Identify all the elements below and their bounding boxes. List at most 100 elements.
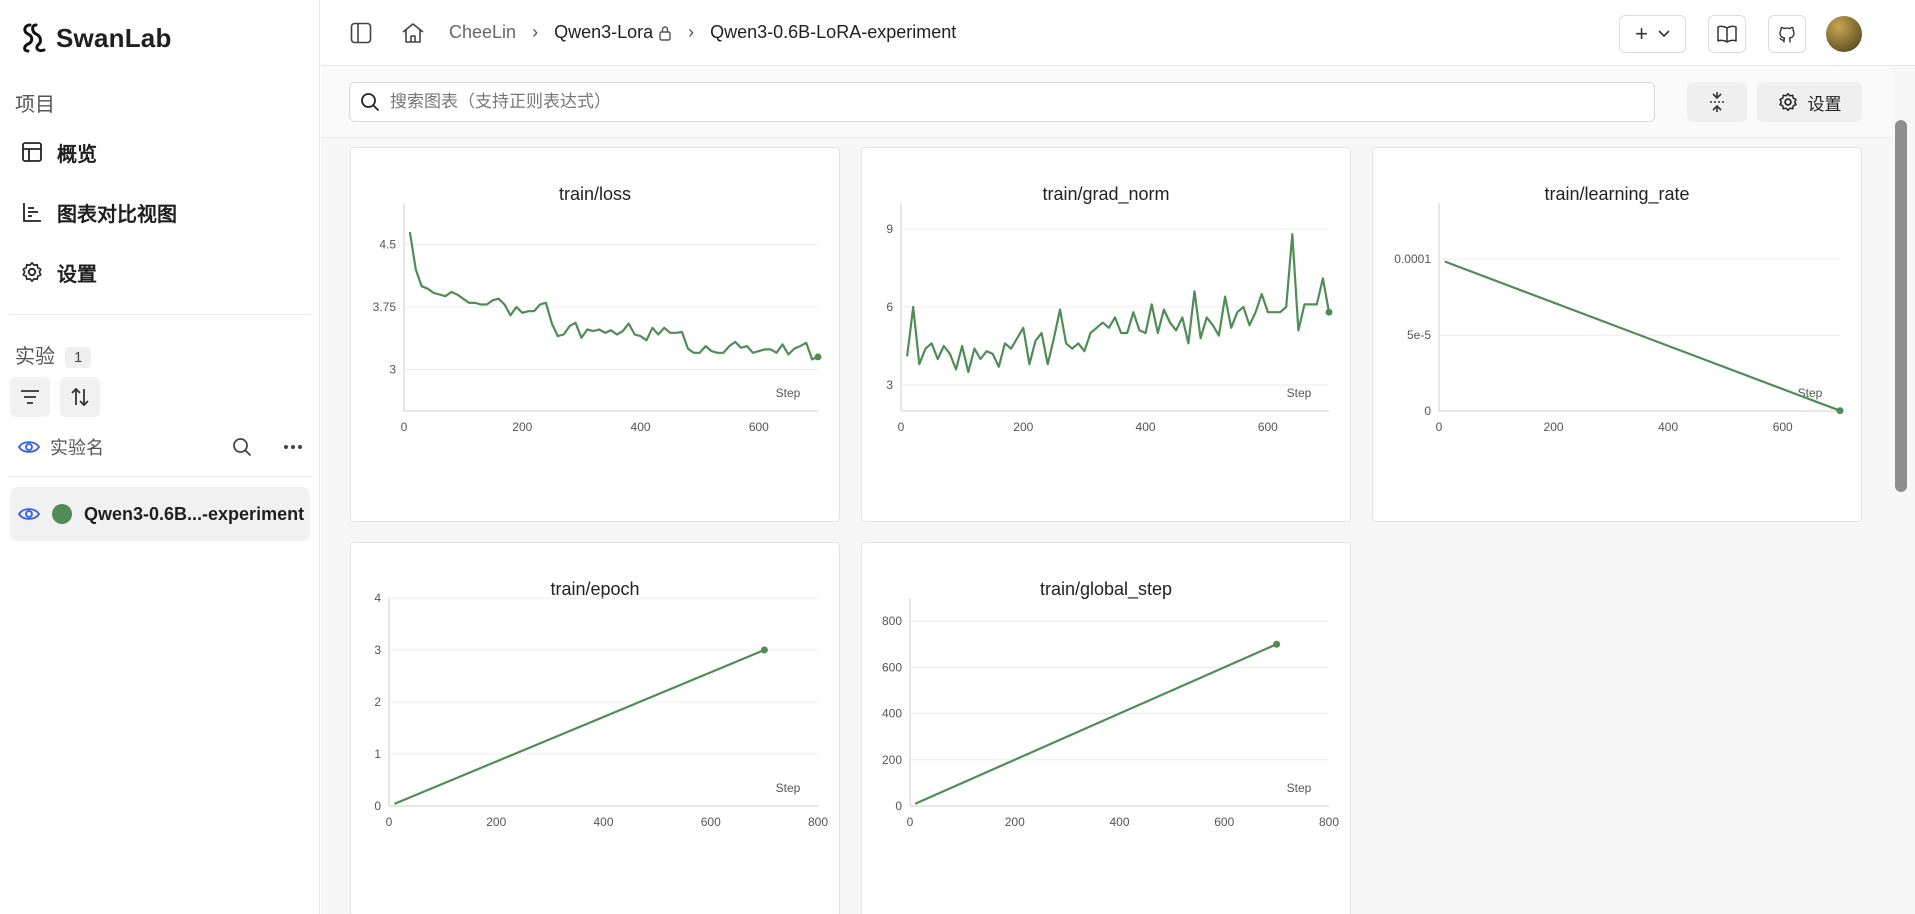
x-tick-label: 200 [1013, 420, 1033, 434]
y-tick-label: 9 [886, 222, 893, 236]
eye-icon[interactable] [18, 439, 40, 455]
chart-train-epoch[interactable]: 0 1 2 3 4 0 200 400 600 800 Step [351, 543, 841, 914]
y-tick-label: 0 [1424, 404, 1431, 418]
sidebar-toggle-icon[interactable] [350, 22, 372, 44]
chart-train-global-step[interactable]: 0 200 400 600 800 0 200 400 600 800 Step [862, 543, 1352, 914]
series-line[interactable] [1444, 260, 1841, 412]
y-tick-label: 0 [374, 799, 381, 813]
x-tick-label: 0 [898, 420, 905, 434]
y-tick-label: 2 [374, 695, 381, 709]
series-line[interactable] [408, 231, 819, 361]
series-line[interactable] [393, 648, 765, 805]
chart-card-train-loss[interactable]: train/loss 3 3.75 4.5 0 200 400 600 Step [350, 147, 840, 522]
x-tick-label: 0 [401, 420, 408, 434]
y-tick-label: 200 [882, 753, 902, 767]
scrollbar-thumb[interactable] [1895, 120, 1907, 492]
x-tick-label: 400 [593, 815, 613, 829]
chart-toolbar: 设置 [321, 66, 1895, 138]
breadcrumb-separator-icon: › [532, 22, 539, 42]
app-name: SwanLab [56, 22, 172, 53]
experiment-list-header: 实验名 [15, 430, 310, 464]
series-line[interactable] [914, 643, 1278, 805]
series-end-point[interactable] [1273, 640, 1281, 648]
more-icon[interactable] [283, 444, 303, 450]
collapse-all-button[interactable] [1687, 82, 1747, 122]
y-tick-label: 3 [389, 362, 396, 376]
x-tick-label: 400 [631, 420, 651, 434]
y-tick-label: 400 [882, 707, 902, 721]
nav-settings-label: 设置 [57, 263, 97, 286]
series-line[interactable] [906, 233, 1331, 374]
chart-card-train-global-step[interactable]: train/global_step 0 200 400 600 800 0 200 400 60… [861, 542, 1351, 914]
project-section-label: 项目 [15, 94, 55, 116]
chart-train-learning-rate[interactable]: 0 5e-5 0.0001 0 200 400 600 Step [1373, 148, 1863, 523]
chart-train-grad-norm[interactable]: 3 6 9 0 200 400 600 Step [862, 148, 1352, 523]
sidebar: SwanLab 项目 概览 图表对比视图 设置 [0, 0, 320, 914]
sidebar-divider-2 [10, 476, 310, 477]
docs-button[interactable] [1708, 15, 1746, 53]
chart-search-input[interactable] [390, 92, 1590, 112]
nav-settings[interactable]: 设置 [10, 249, 310, 295]
charts-panel: train/loss 3 3.75 4.5 0 200 400 600 Step train/… [321, 138, 1895, 914]
chart-search-box[interactable] [349, 82, 1655, 122]
y-tick-label: 600 [882, 660, 902, 674]
x-tick-label: 400 [1109, 815, 1129, 829]
search-icon[interactable] [232, 437, 252, 457]
x-tick-label: 200 [512, 420, 532, 434]
add-dropdown-button[interactable]: + [1619, 15, 1686, 53]
series-end-point[interactable] [1325, 308, 1333, 316]
x-tick-label: 600 [701, 815, 721, 829]
y-tick-label: 3.75 [373, 300, 397, 314]
nav-overview[interactable]: 概览 [10, 129, 310, 175]
chart-train-loss[interactable]: 3 3.75 4.5 0 200 400 600 Step [351, 148, 841, 523]
experiments-count-badge: 1 [65, 347, 92, 369]
sort-button[interactable] [60, 377, 100, 417]
y-tick-label: 4.5 [379, 238, 396, 252]
chart-title: train/global_step [1039, 579, 1173, 599]
app-logo[interactable]: SwanLab [20, 22, 172, 54]
experiment-color-dot[interactable] [52, 504, 72, 524]
breadcrumb-project[interactable]: Qwen3-Lora [554, 22, 654, 42]
x-tick-label: 0 [386, 815, 393, 829]
table-icon [22, 142, 42, 162]
filter-icon [21, 390, 39, 404]
series-end-point[interactable] [814, 353, 822, 361]
x-tick-label: 200 [486, 815, 506, 829]
gear-icon [22, 262, 42, 282]
user-avatar[interactable] [1826, 16, 1862, 52]
x-tick-label: 0 [907, 815, 914, 829]
filter-button[interactable] [10, 377, 50, 417]
book-icon [1717, 25, 1737, 43]
home-icon[interactable] [401, 22, 425, 44]
settings-button[interactable]: 设置 [1757, 82, 1862, 122]
nav-chart-compare[interactable]: 图表对比视图 [10, 189, 310, 235]
series-end-point[interactable] [1836, 407, 1844, 415]
chevron-down-icon [1658, 30, 1670, 38]
experiment-name-column: 实验名 [50, 438, 104, 458]
series-end-point[interactable] [760, 646, 768, 654]
eye-icon[interactable] [18, 506, 40, 522]
x-tick-label: 600 [749, 420, 769, 434]
y-tick-label: 0.0001 [1394, 252, 1431, 266]
y-tick-label: 3 [374, 643, 381, 657]
chart-card-train-epoch[interactable]: train/epoch 0 1 2 3 4 0 200 400 600 800 Step [350, 542, 840, 914]
x-tick-label: 800 [808, 815, 828, 829]
github-icon [1779, 26, 1795, 43]
plus-icon: + [1635, 21, 1648, 46]
x-tick-label: 600 [1258, 420, 1278, 434]
chart-card-train-grad-norm[interactable]: train/grad_norm 3 6 9 0 200 400 600 Step [861, 147, 1351, 522]
chart-icon [23, 203, 41, 222]
settings-button-label: 设置 [1807, 94, 1842, 114]
github-button[interactable] [1768, 15, 1806, 53]
chart-card-train-learning-rate[interactable]: train/learning_rate 0 5e-5 0.0001 0 200 400 60… [1372, 147, 1862, 522]
breadcrumb-experiment: Qwen3-0.6B-LoRA-experiment [710, 22, 957, 42]
sidebar-divider [10, 314, 310, 315]
x-axis-label: Step [776, 781, 801, 795]
gear-icon [1778, 92, 1797, 112]
breadcrumb-user[interactable]: CheeLin [449, 22, 517, 42]
experiment-row[interactable]: Qwen3-0.6B...-experiment [10, 487, 310, 541]
x-tick-label: 400 [1136, 420, 1156, 434]
x-tick-label: 600 [1214, 815, 1234, 829]
x-axis-label: Step [1798, 386, 1823, 400]
